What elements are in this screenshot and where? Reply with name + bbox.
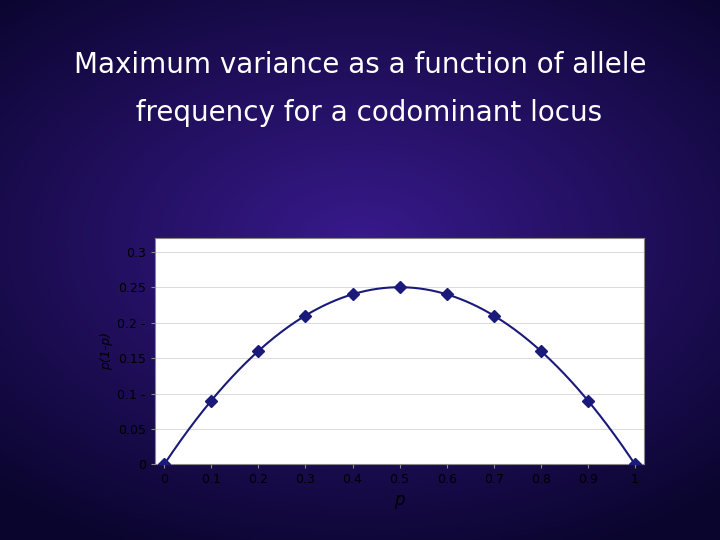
Y-axis label: p(1-p): p(1-p) <box>100 332 113 370</box>
Text: frequency for a codominant locus: frequency for a codominant locus <box>118 99 602 127</box>
X-axis label: p: p <box>395 491 405 509</box>
Text: Maximum variance as a function of allele: Maximum variance as a function of allele <box>73 51 647 79</box>
